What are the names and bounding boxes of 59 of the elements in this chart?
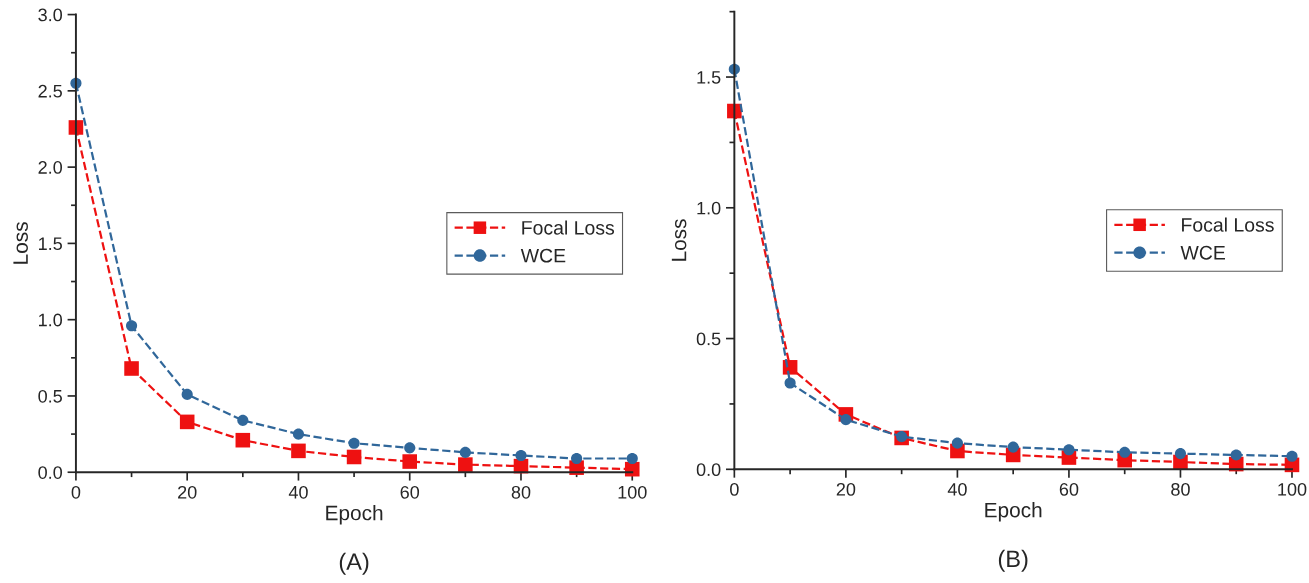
point	[1119, 446, 1131, 458]
point	[291, 443, 306, 459]
x-tick-label: 80	[511, 485, 531, 499]
point	[1286, 450, 1298, 462]
text: (A)	[339, 552, 369, 575]
point	[784, 377, 796, 389]
legend-label: Focal Loss	[522, 220, 615, 235]
y-tick-label: 1.0	[39, 313, 63, 327]
y-tick-label: 0.5	[38, 389, 62, 403]
point	[181, 388, 193, 400]
y-tick-label: 3.0	[38, 8, 63, 22]
y-axis-title: Loss	[671, 219, 687, 261]
x-tick-label: 40	[947, 482, 967, 496]
point	[1063, 444, 1075, 456]
x-tick-label: 60	[1059, 482, 1079, 496]
y-tick-label: 0.0	[38, 466, 63, 479]
x-axis-title: Epoch	[985, 502, 1042, 522]
point	[1230, 449, 1242, 461]
point	[404, 442, 416, 454]
x-tick-label: 0	[71, 485, 81, 499]
y-tick-label: 0.5	[696, 332, 721, 346]
legend-label: WCE	[1180, 245, 1225, 260]
y-axis-title: Loss	[13, 222, 28, 264]
legend-label: WCE	[520, 248, 566, 263]
legend-label: Focal Loss	[1182, 217, 1274, 232]
x-tick-label: 80	[1171, 482, 1190, 496]
point	[458, 457, 473, 472]
point	[237, 414, 249, 426]
x-tick-label: 0	[730, 482, 739, 496]
point	[515, 449, 527, 462]
x-tick-label: 100	[1278, 482, 1307, 496]
point	[840, 414, 852, 426]
x-axis-title: Epoch	[326, 505, 383, 525]
point	[571, 452, 583, 465]
x-tick-label: 100	[618, 485, 647, 499]
x-tick-label: 20	[836, 482, 856, 496]
x-tick-label: 40	[288, 485, 308, 499]
point	[459, 446, 471, 458]
point	[346, 449, 362, 465]
y-tick-label: 1.0	[697, 201, 721, 215]
point	[1174, 448, 1187, 460]
point	[126, 320, 138, 332]
x-tick-label: 20	[178, 485, 197, 499]
point	[402, 454, 418, 469]
x-tick-label: 60	[400, 485, 420, 499]
point	[179, 414, 195, 430]
point	[348, 437, 360, 449]
point	[626, 452, 638, 465]
point	[951, 437, 963, 449]
point	[124, 361, 139, 376]
point	[235, 432, 251, 448]
y-tick-label: 2.0	[38, 161, 63, 174]
point	[292, 428, 305, 440]
y-tick-label: 1.5	[697, 71, 721, 84]
y-tick-label: 0.0	[696, 463, 721, 477]
y-tick-label: 1.5	[39, 237, 62, 251]
y-tick-label: 2.5	[38, 84, 62, 98]
point	[1007, 441, 1019, 453]
text: (B)	[998, 549, 1028, 572]
